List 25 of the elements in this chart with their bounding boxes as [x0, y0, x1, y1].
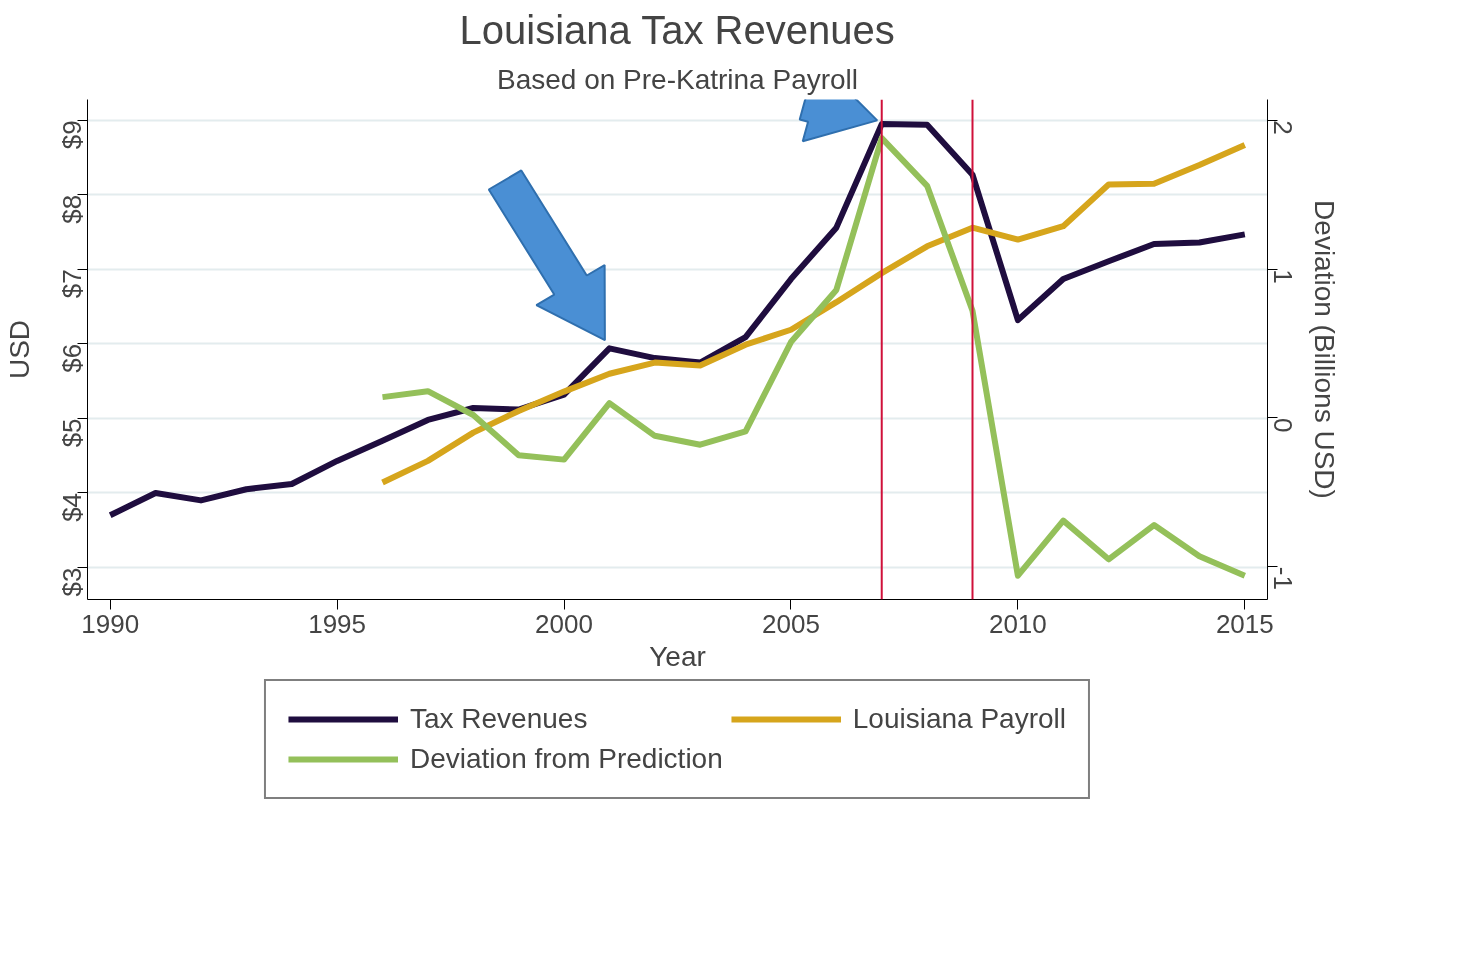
x-tick-label: 2000 — [535, 608, 593, 639]
legend-label: Tax Revenues — [409, 703, 588, 735]
chart-title: Louisiana Tax Revenues — [459, 7, 895, 52]
x-tick-label: 2015 — [1215, 608, 1274, 639]
x-tick-label: 1995 — [308, 608, 367, 639]
x-axis-title: Year — [649, 640, 706, 672]
y-tick-label: $4 — [57, 492, 88, 522]
x-tick-label: 2005 — [762, 608, 820, 639]
y-tick-label: $3 — [57, 567, 88, 597]
y2-tick-label: -1 — [1267, 566, 1298, 590]
chart-subtitle: Based on Pre-Katrina Payroll — [496, 63, 859, 95]
legend-label: Deviation from Prediction — [409, 743, 723, 775]
y-tick-label: $7 — [57, 269, 88, 299]
y2-axis-title: Deviation (Billions USD) — [1308, 200, 1340, 499]
y-axis-title: USD — [3, 319, 35, 380]
y-tick-label: $5 — [57, 418, 88, 448]
y-tick-label: $8 — [57, 194, 88, 224]
y-tick-label: $6 — [57, 343, 88, 373]
y2-tick-label: 0 — [1267, 417, 1298, 433]
y-tick-label: $9 — [57, 120, 88, 150]
x-tick-label: 2010 — [988, 608, 1047, 639]
legend-label: Louisiana Payroll — [852, 703, 1067, 735]
y2-tick-label: 2 — [1267, 120, 1298, 135]
y2-tick-label: 1 — [1267, 269, 1298, 284]
x-tick-label: 1990 — [81, 608, 140, 639]
